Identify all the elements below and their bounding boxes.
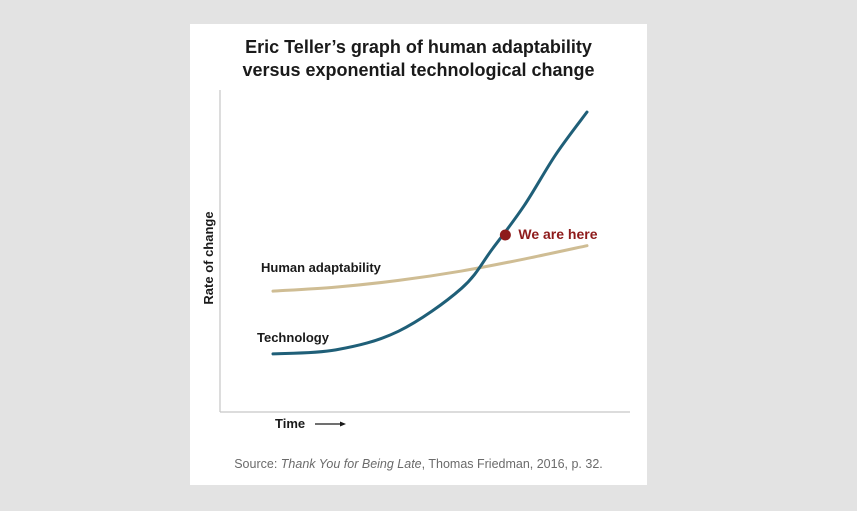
we-are-here-label: We are here — [518, 226, 597, 242]
series-line-human-adaptability — [271, 244, 589, 293]
series-label-human-adaptability: Human adaptability — [261, 260, 382, 275]
chart-card: Eric Teller’s graph of human adaptabilit… — [190, 24, 647, 485]
source-suffix: , Thomas Friedman, 2016, p. 32. — [421, 457, 603, 471]
series-line-technology — [271, 110, 589, 356]
source-prefix: Source: — [234, 457, 281, 471]
series-label-technology: Technology — [257, 330, 330, 345]
chart-title: Eric Teller’s graph of human adaptabilit… — [190, 36, 647, 82]
source-book-title: Thank You for Being Late — [280, 457, 422, 471]
source-note: Source: Thank You for Being Late, Thomas… — [190, 457, 647, 471]
x-axis-label: Time — [275, 416, 305, 431]
chart-title-line-1: Eric Teller’s graph of human adaptabilit… — [245, 37, 592, 57]
x-axis-arrow — [315, 421, 346, 427]
y-axis-label: Rate of change — [201, 211, 216, 304]
we-are-here-marker — [499, 229, 511, 241]
chart-title-line-2: versus exponential technological change — [242, 60, 595, 80]
chart-plot: Rate of change Time Human adaptability Te… — [201, 90, 630, 431]
